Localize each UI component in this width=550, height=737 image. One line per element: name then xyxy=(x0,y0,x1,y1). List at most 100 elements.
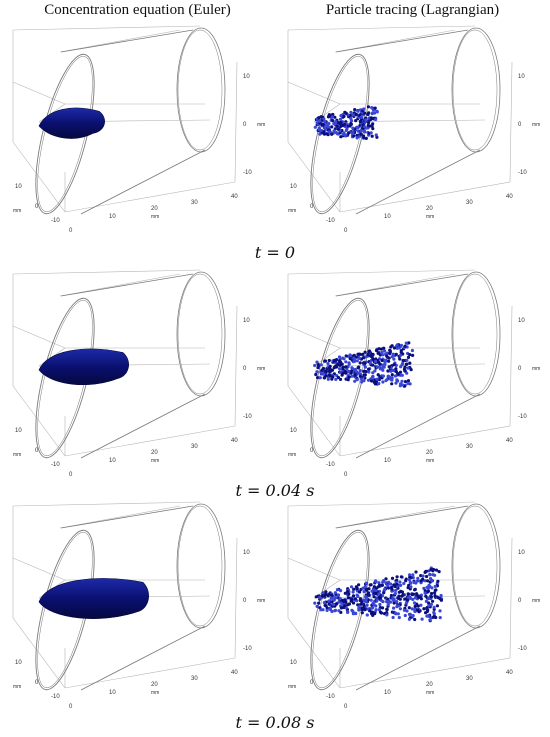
particle-dot xyxy=(366,607,370,611)
y-unit-label: mm xyxy=(288,684,296,690)
particle-dot xyxy=(389,377,393,381)
particle-dot xyxy=(399,575,403,579)
particle-dot xyxy=(373,359,378,363)
particle-dot xyxy=(336,593,341,597)
particle-dot xyxy=(383,349,387,353)
cylinder-far-end xyxy=(451,27,501,153)
particle-dot xyxy=(337,600,341,604)
cylinder-bottom-edge xyxy=(80,625,206,691)
particle-dot xyxy=(399,349,403,353)
y-tick-label: 0 xyxy=(35,448,39,454)
particle-dot xyxy=(333,591,337,595)
particle-dot xyxy=(431,615,435,619)
particle-dot xyxy=(394,611,398,615)
z-tick-label: 10 xyxy=(243,318,250,324)
particle-dot xyxy=(313,125,317,129)
particle-dot xyxy=(417,610,421,614)
x-tick-label: 10 xyxy=(109,458,116,464)
lagrange-plot-t0: 10 0 -10 mm 10 20 30 40 mm 10 0 -10 mm 0 xyxy=(287,25,540,234)
particle-dot xyxy=(369,598,373,602)
particle-dot xyxy=(326,594,330,598)
concentration-plume xyxy=(38,348,129,386)
particle-dot xyxy=(368,124,372,128)
particle-dot xyxy=(370,352,374,356)
z-unit-label: mm xyxy=(257,122,265,128)
particle-dot xyxy=(423,579,427,583)
particle-dot xyxy=(385,354,389,358)
particle-dot xyxy=(414,570,418,574)
particle-dot xyxy=(436,595,440,600)
particle-dot xyxy=(365,603,369,607)
particle-dot xyxy=(416,579,420,583)
particle-dot xyxy=(351,132,355,136)
particle-dot xyxy=(428,618,432,622)
particle-dot xyxy=(382,346,386,350)
z-tick-label: -10 xyxy=(518,414,527,420)
particle-dot xyxy=(370,106,374,110)
particle-dot xyxy=(392,606,396,610)
particle-dot xyxy=(362,602,366,607)
particle-dot xyxy=(385,351,389,355)
z-tick-label: -10 xyxy=(243,414,252,420)
particle-dot xyxy=(392,363,396,367)
particle-dot xyxy=(353,367,357,371)
particle-dot xyxy=(429,568,433,572)
particle-dot xyxy=(365,613,369,617)
particle-dot xyxy=(353,597,357,601)
particle-dot xyxy=(400,590,404,594)
particle-dot xyxy=(374,580,378,584)
particle-dot xyxy=(336,127,340,131)
axis-box-line xyxy=(12,25,201,31)
particle-dot xyxy=(433,584,437,588)
particle-dot xyxy=(431,567,436,572)
particle-dot xyxy=(313,601,317,605)
axis-box-line xyxy=(59,505,181,529)
euler-plot-t008: 10 0 -10 mm 10 20 30 40 mm 10 0 -10 mm 0 xyxy=(12,501,265,710)
particle-dot xyxy=(362,129,366,133)
particle-dot xyxy=(339,589,343,593)
particle-dot xyxy=(330,593,334,597)
particle-dot xyxy=(353,379,357,383)
particle-dot xyxy=(407,612,412,616)
particle-dot xyxy=(394,370,398,374)
particle-dot xyxy=(326,133,330,137)
particle-dot xyxy=(407,583,411,587)
particle-dot xyxy=(332,597,337,602)
particle-dot xyxy=(397,615,401,620)
particle-dot xyxy=(335,602,339,606)
particle-dot xyxy=(430,586,434,590)
particle-dot xyxy=(348,357,352,361)
z-tick-label: 0 xyxy=(518,366,522,372)
particle-dot xyxy=(403,369,407,373)
particle-dot xyxy=(354,355,358,359)
particle-dot xyxy=(359,115,363,119)
particle-dot xyxy=(322,130,326,134)
particle-dot xyxy=(375,365,380,369)
particle-dot xyxy=(327,130,331,134)
particle-dot xyxy=(346,378,350,382)
particle-dot xyxy=(399,583,403,587)
particle-dot xyxy=(333,115,337,119)
particle-dot xyxy=(344,354,348,358)
particle-dot xyxy=(404,579,408,583)
particle-cloud xyxy=(313,566,444,623)
particle-dot xyxy=(352,587,356,591)
particle-dot xyxy=(357,608,361,612)
particle-dot xyxy=(421,577,425,581)
lagrange-panel-t004: 10 0 -10 mm 10 20 30 40 mm 10 0 -10 mm 0 xyxy=(280,266,550,486)
particle-dot xyxy=(429,595,433,599)
x-tick-label: 20 xyxy=(426,206,433,212)
z-tick-label: 0 xyxy=(243,366,247,372)
y-tick-label: 0 xyxy=(310,204,314,210)
particle-dot xyxy=(350,597,354,601)
particle-dot xyxy=(411,573,415,577)
particle-dot xyxy=(391,352,395,356)
z-tick-label: -10 xyxy=(243,170,252,176)
particle-dot xyxy=(325,608,329,612)
particle-dot xyxy=(397,590,401,594)
cylinder-far-end-inner xyxy=(452,505,498,627)
particle-dot xyxy=(394,367,398,371)
particle-dot xyxy=(406,592,410,596)
axis-box-line xyxy=(287,141,341,213)
particle-dot xyxy=(371,374,375,379)
